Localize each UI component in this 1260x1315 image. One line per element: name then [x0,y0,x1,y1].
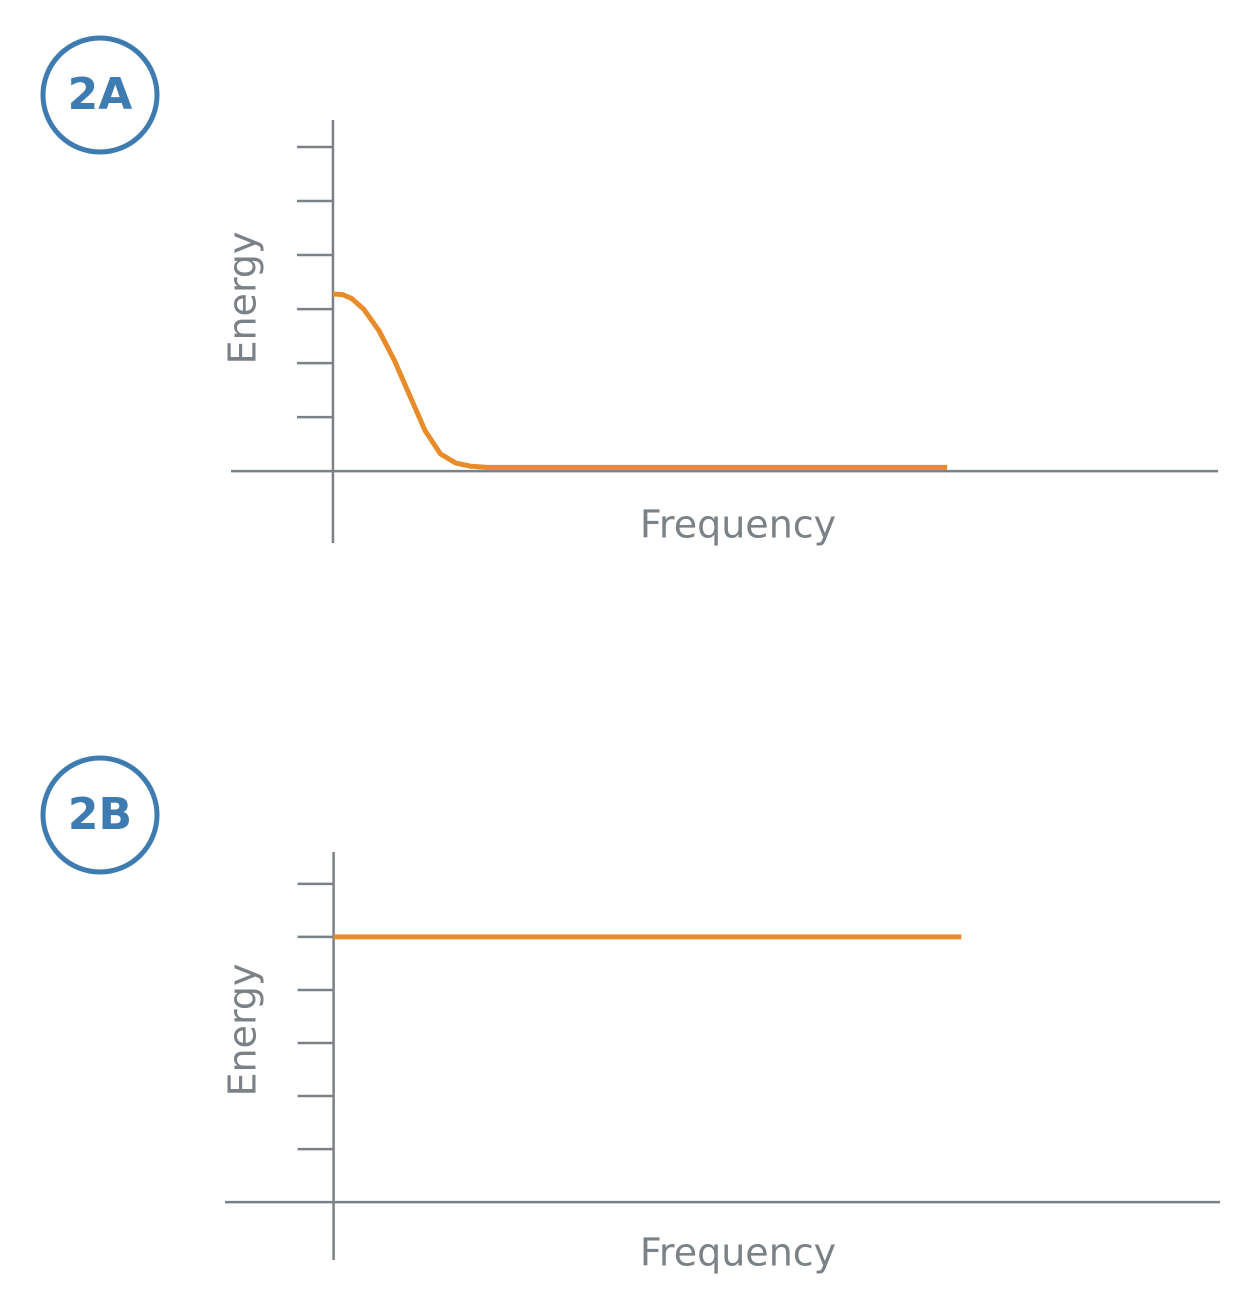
badge-label: 2A [68,69,133,120]
y-axis-label: Energy [221,963,265,1096]
x-axis-label: Frequency [640,503,836,547]
badge-circle [40,755,160,875]
data-line [332,291,948,470]
y-axis-label: Energy [221,231,265,364]
x-axis-label: Frequency [640,1231,836,1275]
badge-circle [40,35,160,155]
badge-label: 2B [68,789,132,840]
